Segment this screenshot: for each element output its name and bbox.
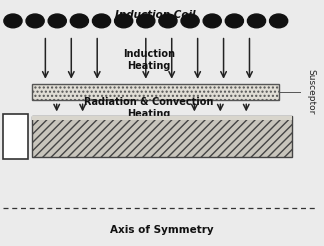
Text: Induction Coil: Induction Coil [115, 10, 196, 20]
Text: Radiation & Convection
Heating: Radiation & Convection Heating [84, 97, 214, 119]
Circle shape [115, 14, 133, 28]
Text: Sample: Sample [11, 118, 20, 155]
Circle shape [159, 14, 177, 28]
Circle shape [70, 14, 88, 28]
Bar [32, 116, 292, 120]
Circle shape [225, 14, 243, 28]
Text: Axis of Symmetry: Axis of Symmetry [110, 225, 214, 235]
Bar [32, 84, 279, 100]
Circle shape [181, 14, 199, 28]
Circle shape [270, 14, 288, 28]
Bar [32, 116, 292, 157]
Circle shape [4, 14, 22, 28]
Circle shape [248, 14, 266, 28]
Circle shape [48, 14, 66, 28]
Circle shape [137, 14, 155, 28]
Circle shape [26, 14, 44, 28]
Circle shape [203, 14, 221, 28]
Bar [3, 114, 28, 159]
Text: Susceptor: Susceptor [307, 69, 316, 114]
Text: Induction
Heating: Induction Heating [123, 49, 175, 71]
Circle shape [92, 14, 110, 28]
